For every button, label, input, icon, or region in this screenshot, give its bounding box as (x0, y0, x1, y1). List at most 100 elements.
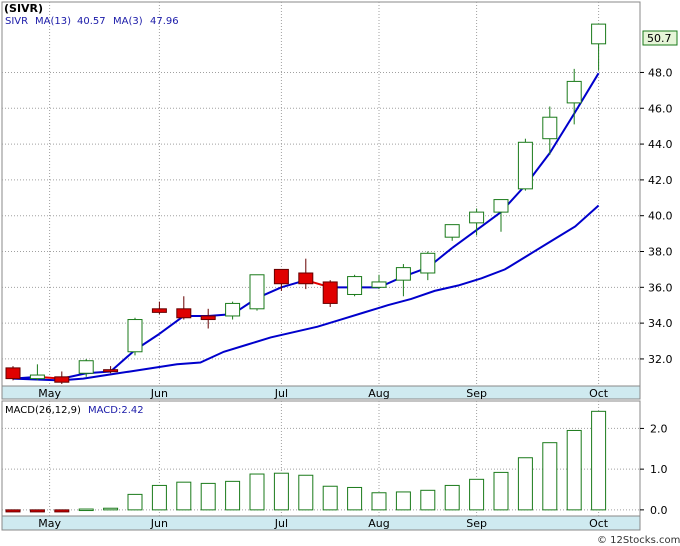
macd-month-label: Oct (589, 517, 609, 530)
candle-body-up (420, 252, 436, 274)
ma13-line-layer (12, 204, 600, 382)
candle (151, 301, 167, 315)
macd-month-band (1, 515, 641, 531)
candle-body-up (127, 319, 143, 353)
macd-bars-layer (5, 410, 607, 513)
legend: SIVR MA(13) 40.57 MA(3) 47.96 (5, 16, 179, 27)
macd-month-label: Jul (274, 517, 288, 530)
macd-bar (249, 473, 265, 511)
price-x-axis: May Jun Jul Aug Sep Oct (38, 387, 609, 400)
candle-body-up (249, 274, 265, 310)
candle-body-down (103, 369, 119, 373)
price-month-label: May (38, 387, 61, 400)
ma3-line-segment (451, 229, 478, 249)
macd-bar (5, 509, 21, 513)
macd-bar (103, 507, 119, 511)
price-y-tick-label: 36.0 (648, 281, 673, 294)
chart-title: (SIVR) (4, 2, 43, 15)
candle (54, 371, 70, 384)
price-y-tick-label: 34.0 (648, 317, 673, 330)
candle (78, 358, 94, 377)
candle (5, 366, 21, 381)
price-gridlines (2, 2, 640, 386)
macd-bar (566, 429, 582, 511)
candle (200, 308, 216, 329)
price-y-axis: 32.0 34.0 36.0 38.0 40.0 42.0 44.0 46.0 48.0 (640, 66, 673, 366)
candle-body-down (5, 367, 21, 380)
candle (517, 138, 533, 191)
candle-body-up (225, 302, 241, 317)
price-y-tick-label: 48.0 (648, 66, 673, 79)
candle-body-up (493, 199, 509, 213)
candle-body-up (566, 80, 582, 104)
candle-body-down (151, 308, 167, 313)
candle (176, 296, 192, 320)
macd-month-label: Sep (466, 517, 487, 530)
macd-month-label: Jun (150, 517, 168, 530)
price-y-tick-label: 32.0 (648, 353, 673, 366)
candle-body-down (273, 268, 289, 285)
macd-value-label: MACD:2.42 (88, 405, 144, 416)
macd-y-tick-label: 1.0 (650, 463, 668, 476)
ma3-line-segment (476, 211, 502, 231)
price-y-tick-label: 44.0 (648, 138, 673, 151)
candle-body-up (444, 224, 460, 238)
candle-body-down (322, 281, 338, 304)
price-month-label: Oct (589, 387, 609, 400)
candle (566, 68, 582, 125)
candle (347, 274, 363, 297)
candle (127, 317, 143, 356)
price-month-label: Jun (150, 387, 168, 400)
candle (591, 23, 607, 71)
candle (493, 199, 509, 232)
candle (249, 274, 265, 311)
macd-bar (54, 509, 70, 513)
price-y-tick-label: 42.0 (648, 174, 673, 187)
candle (395, 264, 411, 297)
candle-body-up (542, 116, 558, 140)
legend-ma3-label: MA(3) (113, 16, 143, 27)
macd-y-tick-label: 0.0 (650, 504, 668, 517)
legend-ma3-value: 47.96 (150, 16, 179, 27)
candle (225, 301, 241, 320)
candle (298, 258, 314, 290)
macd-bar (298, 474, 314, 511)
price-month-label: Sep (466, 387, 487, 400)
candle (273, 268, 289, 291)
price-y-tick-label: 46.0 (648, 102, 673, 115)
macd-bar (347, 486, 363, 511)
candle-body-up (395, 267, 411, 281)
candles-layer (5, 23, 607, 384)
legend-ma13-label: MA(13) (35, 16, 71, 27)
macd-bar (542, 442, 558, 511)
ma3-line-segment (548, 113, 576, 154)
macd-bar (395, 491, 411, 511)
ma13-line (12, 204, 600, 382)
macd-bar (29, 509, 45, 513)
candle (322, 280, 338, 308)
last-price-badge: 50.7 (642, 30, 678, 46)
macd-bar (200, 482, 216, 511)
macd-bar (371, 492, 387, 511)
candle (103, 366, 119, 374)
legend-symbol: SIVR (5, 16, 28, 27)
macd-month-label: May (38, 517, 61, 530)
macd-bar (322, 485, 338, 511)
candle (469, 208, 485, 236)
candle-body-down (298, 272, 314, 285)
candle (371, 274, 387, 290)
price-y-tick-label: 38.0 (648, 246, 673, 259)
candle-body-up (591, 23, 607, 45)
candle-body-up (78, 360, 94, 374)
macd-bar (273, 472, 289, 511)
macd-bar (469, 478, 485, 511)
legend-ma13-value: 40.57 (77, 16, 106, 27)
price-y-tick-label: 40.0 (648, 210, 673, 223)
candle (542, 106, 558, 155)
candle-body-up (29, 374, 45, 380)
price-month-label: Aug (368, 387, 389, 400)
ma3-line-segment (158, 315, 185, 335)
price-month-band (1, 385, 641, 400)
ma3-line-segment (109, 349, 136, 373)
